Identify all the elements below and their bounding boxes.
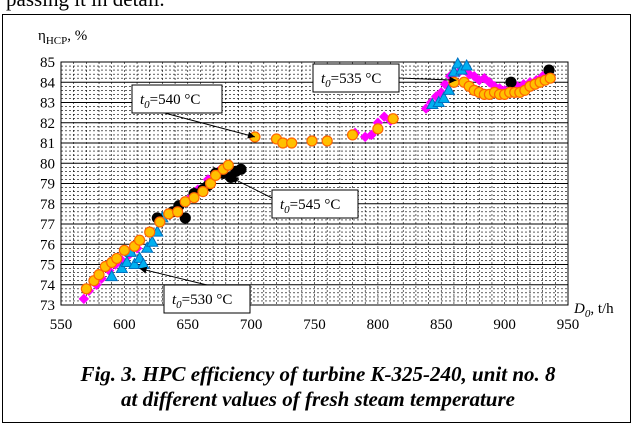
y-tick-label: 78	[40, 197, 55, 213]
annotation-box	[271, 189, 359, 219]
figure-frame	[2, 14, 631, 423]
data-point	[235, 163, 247, 175]
annotation-box	[131, 84, 223, 114]
data-point	[210, 169, 222, 181]
page-text-line: passing it in detail.	[6, 0, 165, 12]
annotation-box	[163, 284, 251, 314]
x-tick-label: 900	[493, 317, 516, 333]
page-text-fragment: passing it in detail.	[0, 0, 641, 14]
annotation-leader	[156, 110, 256, 138]
data-point	[372, 123, 384, 135]
annotation-label: t0=540 °C	[140, 92, 200, 111]
data-point	[140, 241, 154, 253]
y-axis-label: ηHCP, %	[38, 28, 87, 47]
x-tick-label: 950	[557, 317, 580, 333]
data-point	[145, 235, 159, 247]
data-point	[179, 196, 191, 208]
data-point	[378, 111, 390, 123]
annotation-arrowhead	[139, 266, 148, 274]
data-point	[346, 129, 359, 141]
data-point	[133, 234, 146, 246]
data-point	[172, 206, 184, 218]
y-tick-label: 77	[40, 217, 56, 233]
x-tick-label: 700	[240, 317, 263, 333]
annotation-leader	[139, 268, 208, 286]
data-point	[154, 216, 166, 228]
data-point	[118, 244, 130, 256]
y-tick-label: 84	[40, 75, 56, 91]
y-tick-label: 79	[40, 177, 55, 193]
data-point	[115, 261, 129, 274]
data-point	[387, 113, 399, 125]
data-point	[204, 177, 217, 190]
x-tick-label: 600	[113, 317, 136, 333]
y-tick-label: 73	[40, 298, 55, 314]
data-point	[128, 257, 141, 269]
annotation-arrowhead	[230, 177, 239, 184]
figure-caption-line-1: Fig. 3. HPC efficiency of turbine K-325-…	[80, 362, 556, 386]
annotation-box	[312, 63, 400, 93]
data-point	[80, 283, 92, 295]
data-point	[78, 293, 90, 305]
y-tick-label: 80	[40, 156, 55, 172]
annotation-label: t0=535 °C	[321, 71, 381, 90]
y-tick-label: 76	[40, 237, 56, 253]
x-tick-label: 800	[367, 317, 390, 333]
x-tick-label: 550	[50, 317, 73, 333]
data-point	[197, 186, 209, 198]
annotation-arrowhead	[247, 131, 255, 139]
annotation-label: t0=530 °C	[172, 292, 232, 311]
figure-caption-line-2: at different values of fresh steam tempe…	[121, 387, 515, 411]
y-tick-label: 75	[40, 258, 55, 274]
x-tick-label: 750	[303, 317, 326, 333]
y-tick-label: 82	[40, 116, 55, 132]
y-tick-label: 74	[40, 278, 56, 294]
y-tick-label: 83	[40, 96, 55, 112]
data-point	[179, 212, 191, 224]
data-point	[105, 269, 119, 282]
data-point	[442, 83, 456, 95]
data-point	[222, 159, 234, 171]
data-point	[286, 137, 298, 149]
y-tick-label: 81	[40, 136, 55, 152]
data-point	[188, 192, 200, 204]
efficiency-chart: 550 600 650 700 750 800 850 900 950 73 74 75 76 77 78 7…	[38, 28, 614, 333]
x-axis-label: D0, t/h	[573, 301, 614, 320]
data-point	[111, 252, 123, 265]
data-point	[120, 255, 134, 267]
data-point	[93, 269, 105, 281]
x-tick-label: 850	[430, 317, 453, 333]
y-tick-label: 85	[40, 55, 55, 71]
annotation-leader	[398, 77, 457, 81]
annotation-arrowhead	[449, 76, 457, 84]
annotation-label: t0=545 °C	[280, 197, 340, 216]
data-point	[460, 59, 473, 71]
data-point	[144, 226, 156, 238]
x-tick-label: 650	[177, 317, 200, 333]
data-point	[321, 135, 333, 147]
data-point	[544, 72, 556, 84]
data-point	[437, 91, 451, 103]
data-point	[505, 76, 517, 88]
data-point	[306, 135, 318, 147]
